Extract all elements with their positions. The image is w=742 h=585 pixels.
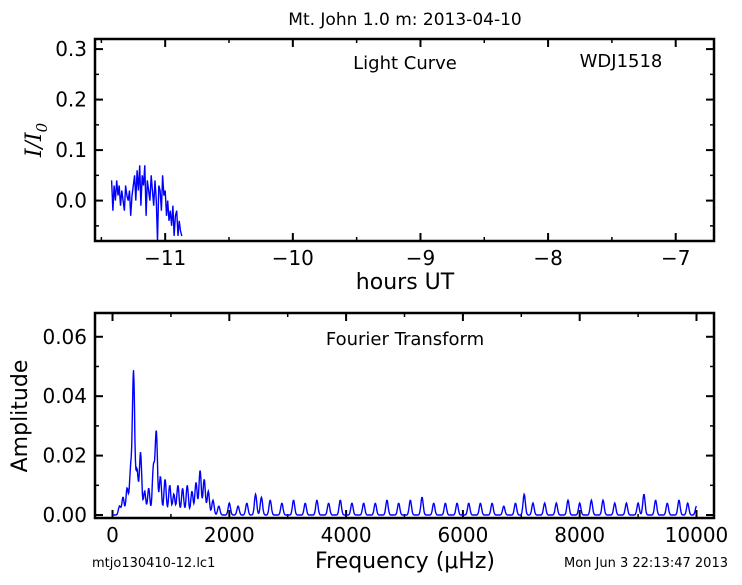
light-curve-xtick-label: −10 bbox=[272, 246, 314, 270]
light-curve-frame bbox=[93, 37, 716, 243]
footer-timestamp: Mon Jun 3 22:13:47 2013 bbox=[564, 556, 728, 571]
fourier-xtick-label: 2000 bbox=[204, 523, 255, 547]
light-curve-panel: −11 −10 −9 −8 −7 0.0 0.1 0.2 0.3 Light Curve WDJ… bbox=[22, 37, 716, 295]
light-curve-xtick-label: −7 bbox=[661, 246, 690, 270]
fourier-xlabel: Frequency (μHz) bbox=[315, 549, 495, 574]
figure-title: Mt. John 1.0 m: 2013-04-10 bbox=[288, 10, 521, 30]
fourier-xtick-label: 8000 bbox=[554, 523, 605, 547]
fourier-xtick-label: 6000 bbox=[437, 523, 488, 547]
fourier-transform-panel: 0 2000 4000 6000 8000 10000 0.00 0.02 0.04 0.06 F… bbox=[8, 311, 728, 574]
footer-filename: mtjo130410-12.lc1 bbox=[92, 556, 215, 571]
fourier-frame bbox=[93, 311, 716, 520]
light-curve-xtick-label: −11 bbox=[144, 246, 186, 270]
fourier-ylabel: Amplitude bbox=[8, 360, 33, 473]
light-curve-xlabel: hours UT bbox=[356, 270, 455, 295]
light-curve-ytick-label: 0.3 bbox=[55, 37, 87, 61]
fourier-ytick-label: 0.02 bbox=[42, 444, 87, 468]
light-curve-series-line bbox=[110, 165, 183, 242]
light-curve-ytick-label: 0.2 bbox=[55, 88, 87, 112]
fourier-xtick-label: 0 bbox=[106, 523, 119, 547]
light-curve-ylabel: I/I0 bbox=[22, 122, 51, 158]
fourier-ytick-label: 0.00 bbox=[42, 503, 87, 527]
fourier-ytick-label: 0.04 bbox=[42, 384, 87, 408]
fourier-xtick-label: 10000 bbox=[665, 523, 729, 547]
fourier-ticks: 0 2000 4000 6000 8000 10000 0.00 0.02 0.04 0.06 bbox=[42, 313, 728, 547]
fourier-annotation: Fourier Transform bbox=[326, 329, 484, 350]
light-curve-xtick-label: −8 bbox=[533, 246, 562, 270]
fourier-series-line bbox=[112, 370, 698, 516]
fourier-ytick-label: 0.06 bbox=[42, 325, 87, 349]
light-curve-ytick-label: 0.0 bbox=[55, 189, 87, 213]
fourier-xtick-label: 4000 bbox=[321, 523, 372, 547]
light-curve-ytick-label: 0.1 bbox=[55, 138, 87, 162]
light-curve-annotation: Light Curve bbox=[353, 53, 457, 74]
object-label: WDJ1518 bbox=[580, 51, 663, 72]
light-curve-xtick-label: −9 bbox=[406, 246, 435, 270]
light-curve-ticks: −11 −10 −9 −8 −7 0.0 0.1 0.2 0.3 bbox=[55, 37, 714, 270]
